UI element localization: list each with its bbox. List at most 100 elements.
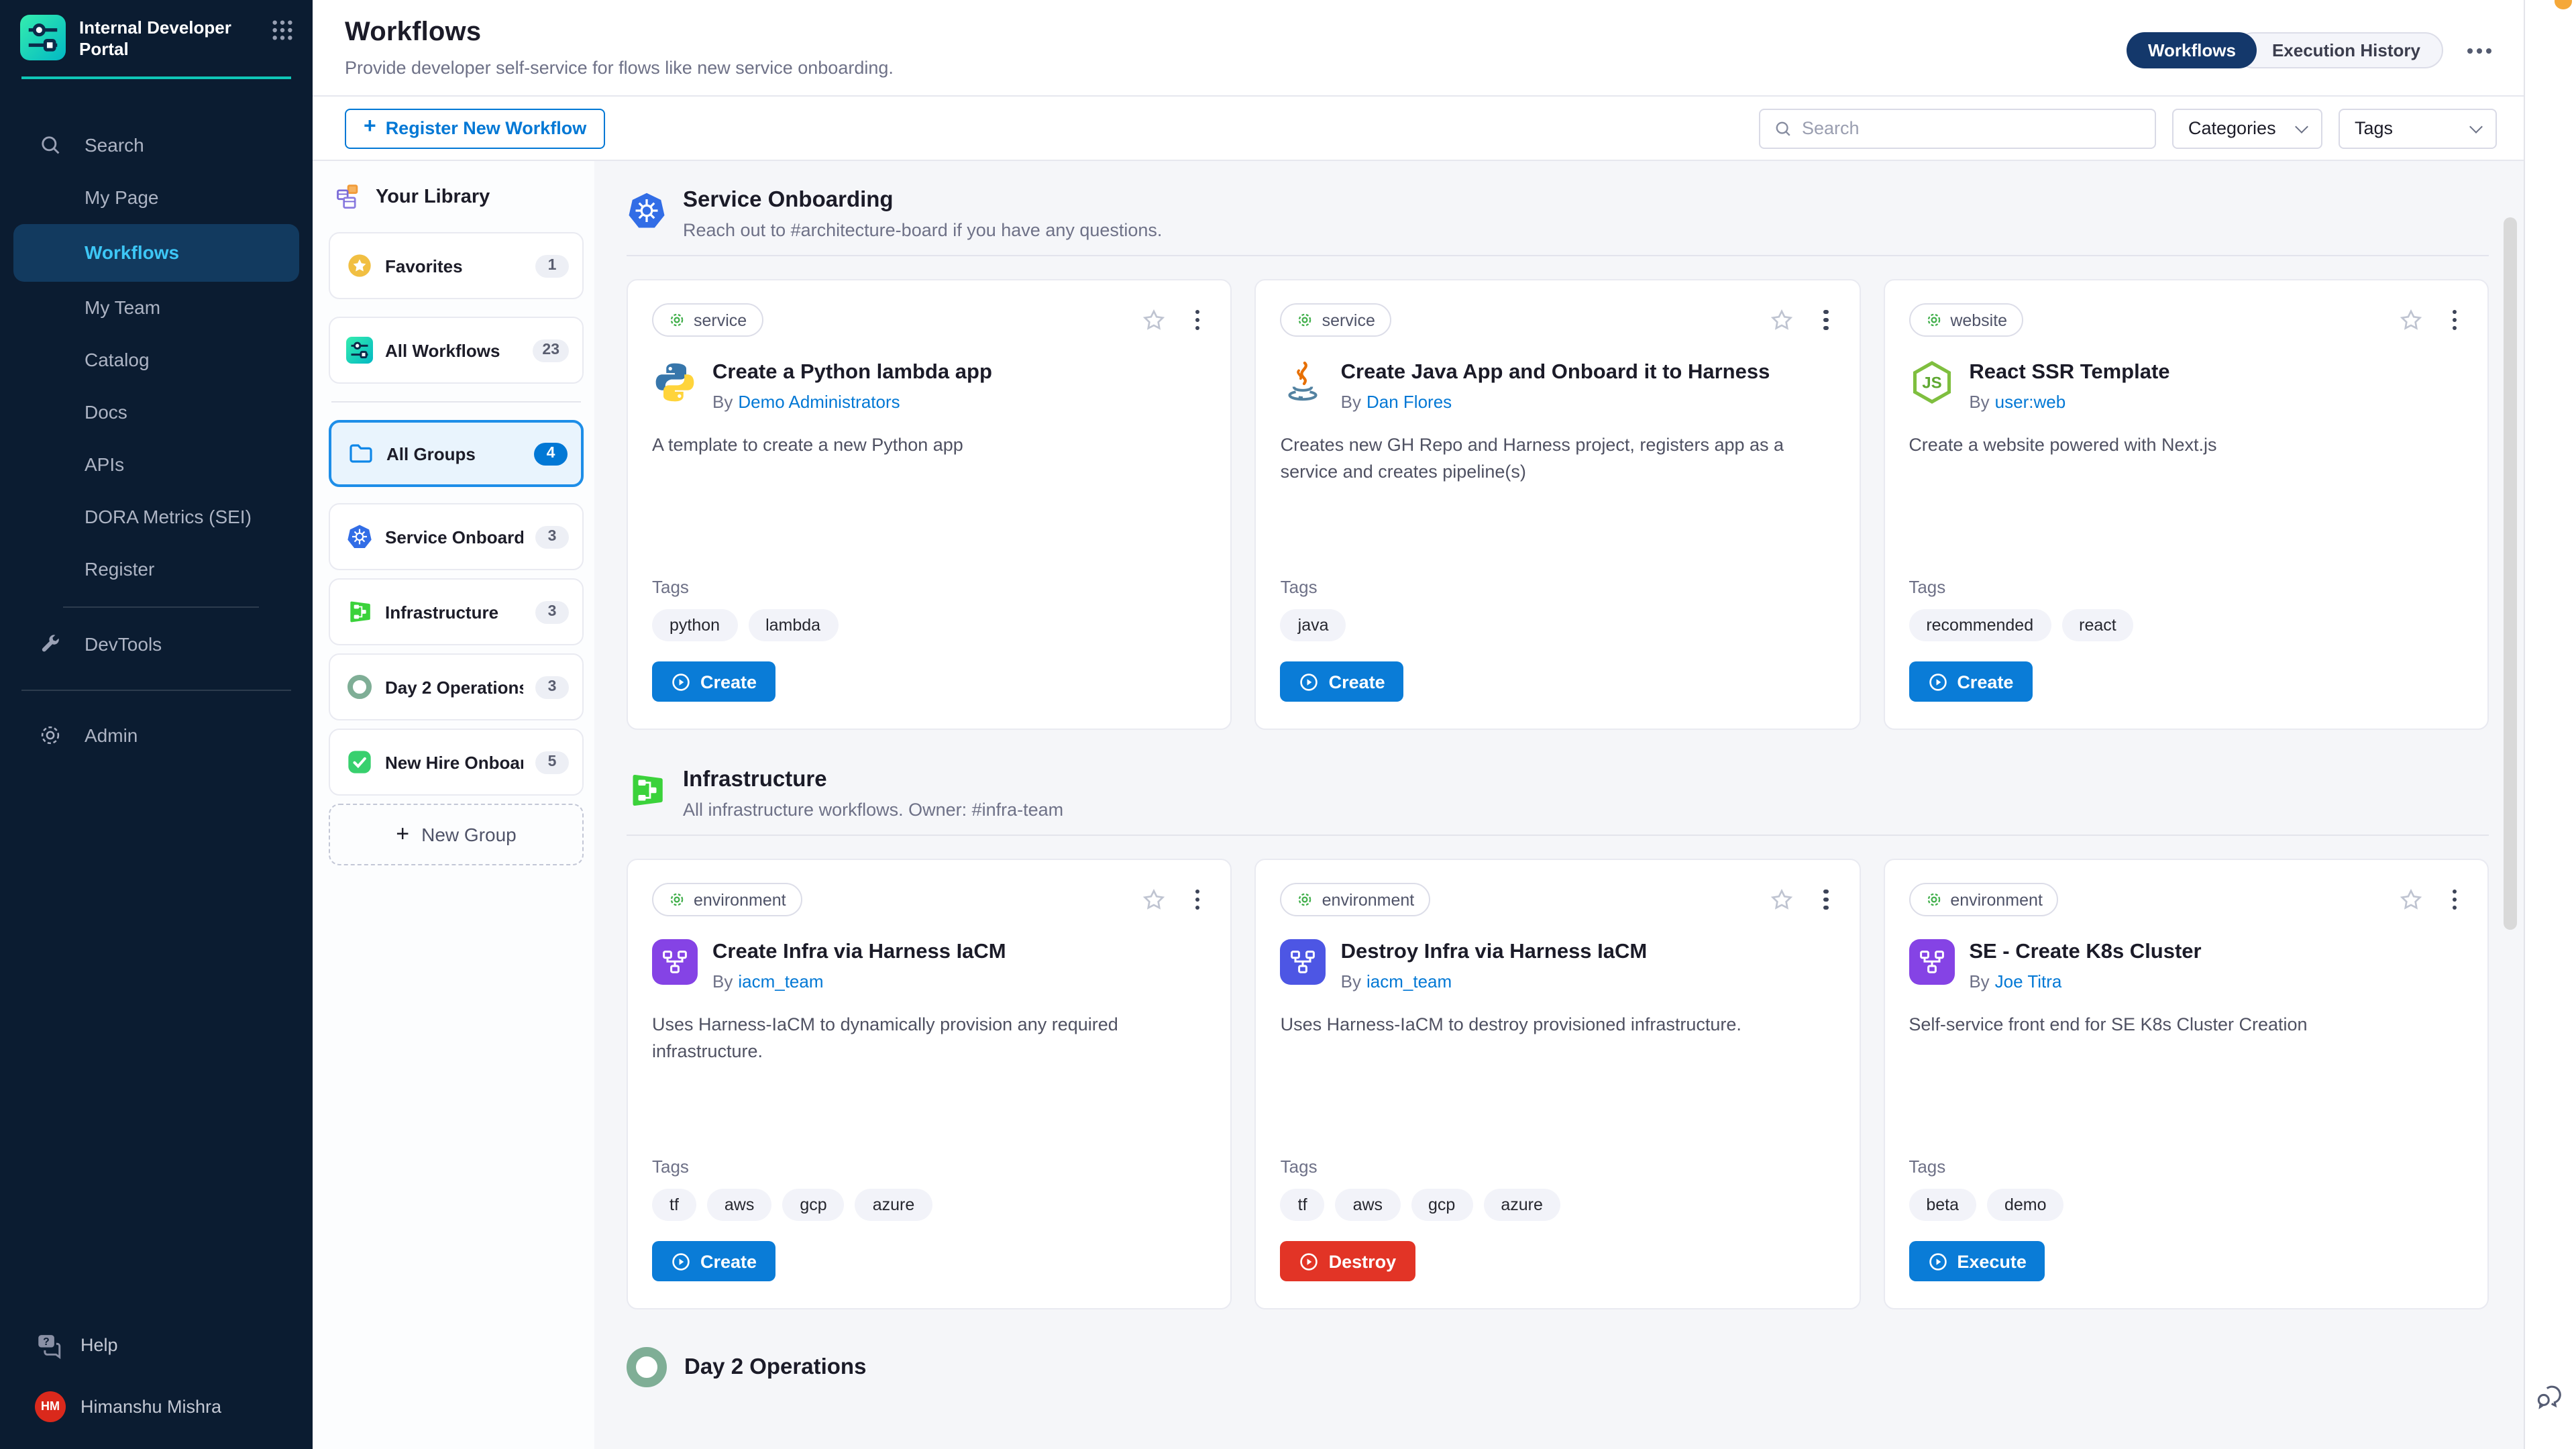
view-toggle: Workflows Execution History [2126, 32, 2443, 68]
favorite-star-icon[interactable] [2397, 307, 2424, 333]
library-item-all-groups[interactable]: All Groups 4 [329, 420, 584, 487]
favorite-star-icon[interactable] [1768, 886, 1795, 913]
chevron-down-icon [2295, 119, 2308, 133]
tag: azure [1483, 1189, 1560, 1221]
page-title: Workflows [345, 17, 482, 47]
library-item-infrastructure[interactable]: Infrastructure 3 [329, 578, 584, 645]
tag: tf [652, 1189, 696, 1221]
card-menu-icon[interactable] [2445, 306, 2463, 335]
page-subtitle: Provide developer self-service for flows… [345, 58, 894, 78]
execute-button[interactable]: Execute [1909, 1241, 2045, 1281]
card-author-link[interactable]: Dan Flores [1366, 392, 1452, 413]
sidebar-item-search[interactable]: Search [0, 119, 313, 171]
sidebar-item-dora-metrics[interactable]: DORA Metrics (SEI) [85, 506, 252, 527]
gear-icon [41, 726, 60, 745]
sidebar-item-admin[interactable]: Admin [0, 709, 313, 761]
search-input[interactable] [1802, 118, 2141, 138]
scrollbar-thumb[interactable] [2504, 217, 2517, 930]
wrench-icon [42, 635, 59, 652]
library-item-favorites[interactable]: Favorites 1 [329, 232, 584, 299]
tag: tf [1280, 1189, 1325, 1221]
help-button[interactable]: ? Help [0, 1318, 313, 1371]
create-button[interactable]: Create [1909, 661, 2033, 702]
card-description: Uses Harness-IaCM to destroy provisioned… [1280, 1014, 1741, 1035]
kubernetes-icon [627, 192, 666, 229]
tags-label: Tags [1280, 577, 1318, 597]
section-subtitle: All infrastructure workflows. Owner: #in… [683, 800, 1064, 820]
gear-icon [1927, 893, 1940, 906]
play-circle-icon [1929, 1252, 1947, 1270]
card-description: Creates new GH Repo and Harness project,… [1280, 435, 1784, 482]
register-new-workflow-button[interactable]: + Register New Workflow [345, 108, 606, 148]
page-header: Workflows Provide developer self-service… [313, 0, 2524, 97]
card-menu-icon[interactable] [1817, 885, 1835, 914]
sidebar-item-my-page[interactable]: My Page [85, 186, 159, 208]
sidebar-nav: Search My Page Workflows My Team Catalog… [0, 119, 313, 761]
create-button[interactable]: Create [1280, 661, 1404, 702]
sidebar-item-apis[interactable]: APIs [85, 453, 125, 475]
library-item-all-workflows[interactable]: All Workflows 23 [329, 317, 584, 384]
sidebar-item-docs[interactable]: Docs [85, 401, 127, 423]
brand-title: Internal Developer Portal [79, 17, 231, 60]
card-author-link[interactable]: Joe Titra [1994, 971, 2062, 992]
workflow-search [1759, 108, 2156, 148]
favorite-star-icon[interactable] [1768, 307, 1795, 333]
destroy-button[interactable]: Destroy [1280, 1241, 1415, 1281]
sidebar-item-my-team[interactable]: My Team [85, 297, 161, 318]
card-title: Destroy Infra via Harness IaCM [1340, 941, 1648, 963]
create-button[interactable]: Create [652, 661, 776, 702]
infrastructure-icon [346, 598, 373, 625]
toggle-execution-history[interactable]: Execution History [2235, 32, 2443, 68]
tags-dropdown[interactable]: Tags [2339, 108, 2497, 148]
card-menu-icon[interactable] [2445, 885, 2463, 914]
card-description: Self-service front end for SE K8s Cluste… [1909, 1014, 2308, 1035]
notification-dot [2555, 0, 2572, 9]
chat-bubbles-icon[interactable] [2534, 1381, 2565, 1411]
favorite-star-icon[interactable] [1140, 886, 1167, 913]
help-chat-icon: ? [38, 1334, 61, 1358]
library-title: Your Library [329, 182, 584, 212]
card-title: React SSR Template [1969, 361, 2170, 384]
section-title: Service Onboarding [683, 188, 894, 212]
count-badge: 23 [533, 339, 569, 362]
user-menu[interactable]: HM Himanshu Mishra [0, 1379, 313, 1433]
category-pill: service [652, 303, 763, 337]
card-description: A template to create a new Python app [652, 435, 963, 455]
card-author-link[interactable]: user:web [1994, 392, 2066, 413]
favorite-star-icon[interactable] [1140, 307, 1167, 333]
more-menu-icon[interactable] [2462, 42, 2497, 58]
new-group-button[interactable]: + New Group [329, 804, 584, 865]
toggle-workflows[interactable]: Workflows [2126, 32, 2257, 68]
card-author-link[interactable]: iacm_team [738, 971, 824, 992]
count-badge: 1 [535, 254, 569, 277]
library-item-new-hire-onboarding[interactable]: New Hire Onboarding 5 [329, 729, 584, 796]
tag: lambda [748, 609, 839, 641]
sidebar-item-devtools[interactable]: DevTools [0, 618, 313, 670]
card-author-link[interactable]: iacm_team [1366, 971, 1452, 992]
python-icon [655, 363, 694, 402]
library-item-service-onboarding[interactable]: Service Onboarding 3 [329, 503, 584, 570]
tag: beta [1909, 1189, 1976, 1221]
card-menu-icon[interactable] [1189, 306, 1207, 335]
sidebar-item-workflows[interactable]: Workflows [13, 223, 299, 281]
sidebar-item-catalog[interactable]: Catalog [85, 349, 150, 370]
card-menu-icon[interactable] [1817, 306, 1835, 335]
sidebar-item-register[interactable]: Register [85, 558, 155, 580]
play-circle-icon [1929, 673, 1947, 690]
create-button[interactable]: Create [652, 1241, 776, 1281]
categories-dropdown[interactable]: Categories [2172, 108, 2322, 148]
favorite-star-icon[interactable] [2397, 886, 2424, 913]
tags-label: Tags [1909, 577, 1946, 597]
category-pill: environment [1909, 883, 2059, 916]
card-author-link[interactable]: Demo Administrators [738, 392, 900, 413]
tags-label: Tags [1280, 1157, 1318, 1177]
card-menu-icon[interactable] [1189, 885, 1207, 914]
tags-label: Tags [1909, 1157, 1946, 1177]
tag: python [652, 609, 738, 641]
app-grid-icon[interactable] [271, 19, 294, 42]
workflows-logo-icon [346, 337, 373, 364]
library-item-day2-operations[interactable]: Day 2 Operations 3 [329, 653, 584, 720]
tag: java [1280, 609, 1346, 641]
iacm-icon [1909, 939, 1955, 985]
gear-icon [1299, 893, 1311, 906]
